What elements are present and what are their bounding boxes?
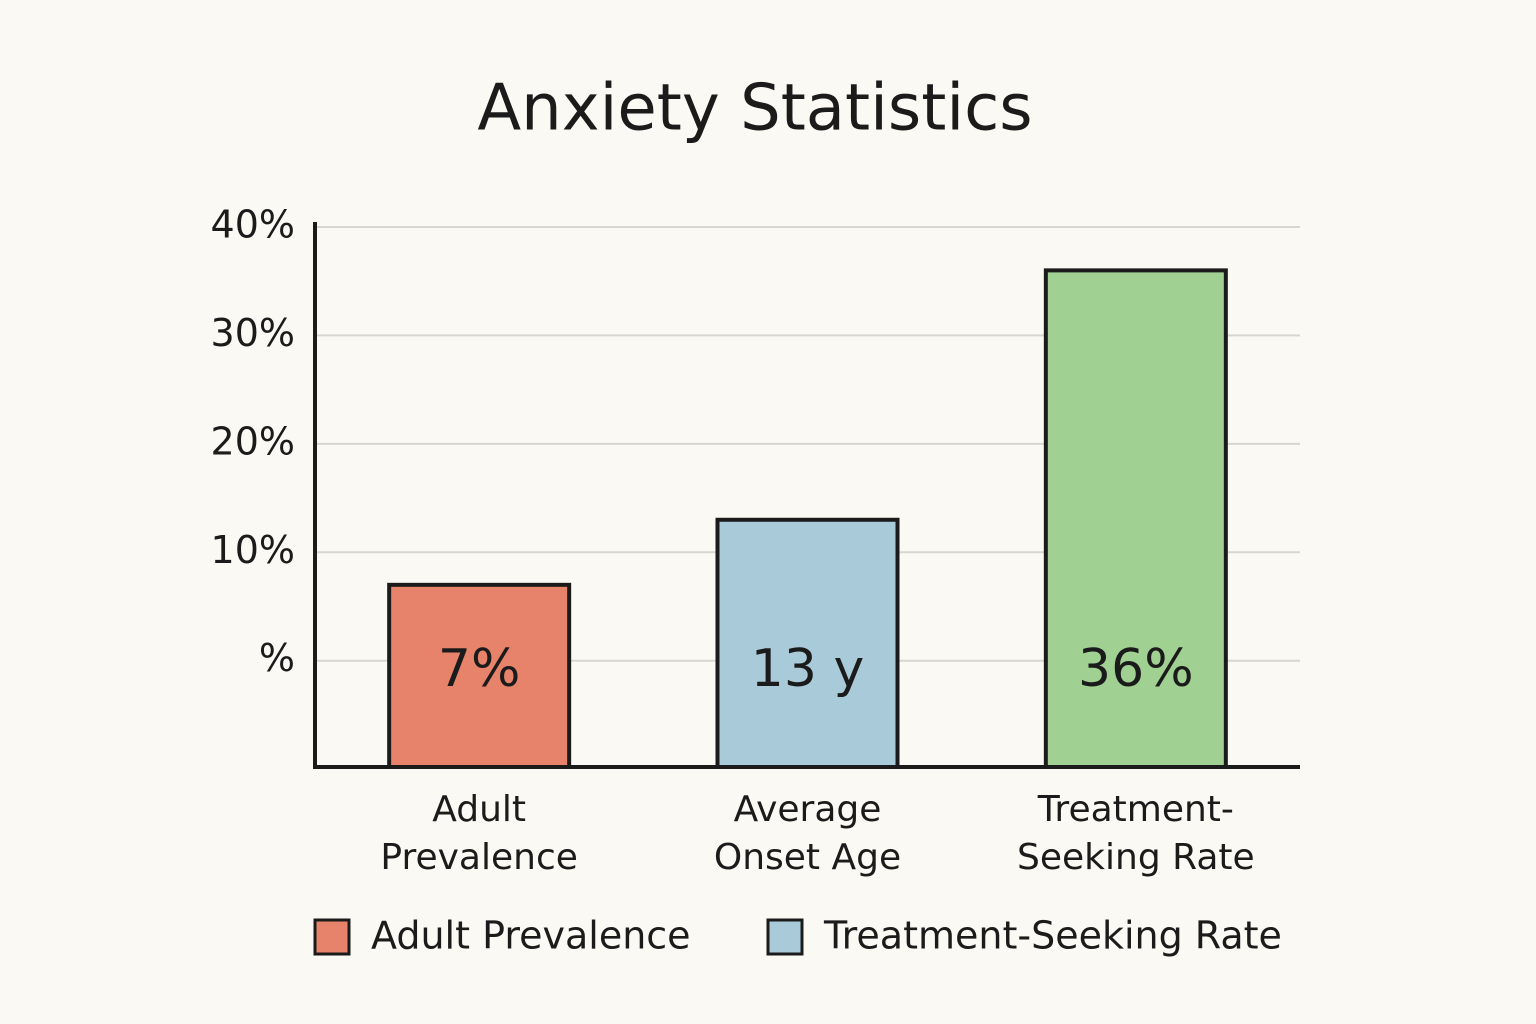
y-tick-label: %: [259, 636, 295, 680]
chart-title: Anxiety Statistics: [477, 72, 1032, 146]
y-tick-label: 40%: [211, 203, 295, 247]
bar: [715, 517, 900, 769]
bar: [387, 582, 572, 769]
x-tick-label: Treatment-Seeking Rate: [1017, 789, 1255, 878]
y-tick-label: 20%: [211, 419, 295, 463]
data-label: 7%: [438, 639, 521, 699]
bar: [1043, 268, 1228, 769]
y-tick-label: 30%: [211, 311, 295, 355]
legend-label: Adult Prevalence: [371, 914, 691, 958]
legend-swatch: [313, 918, 351, 956]
legend-label: Treatment-Seeking Rate: [823, 914, 1282, 958]
y-tick-label: 10%: [211, 528, 295, 572]
data-label: 13 y: [751, 639, 864, 699]
x-tick-label: Average Onset Age: [713, 789, 902, 878]
data-label: 36%: [1078, 639, 1194, 699]
x-tick-label: Adult Prevalence: [380, 789, 578, 878]
legend-swatch: [766, 918, 804, 956]
